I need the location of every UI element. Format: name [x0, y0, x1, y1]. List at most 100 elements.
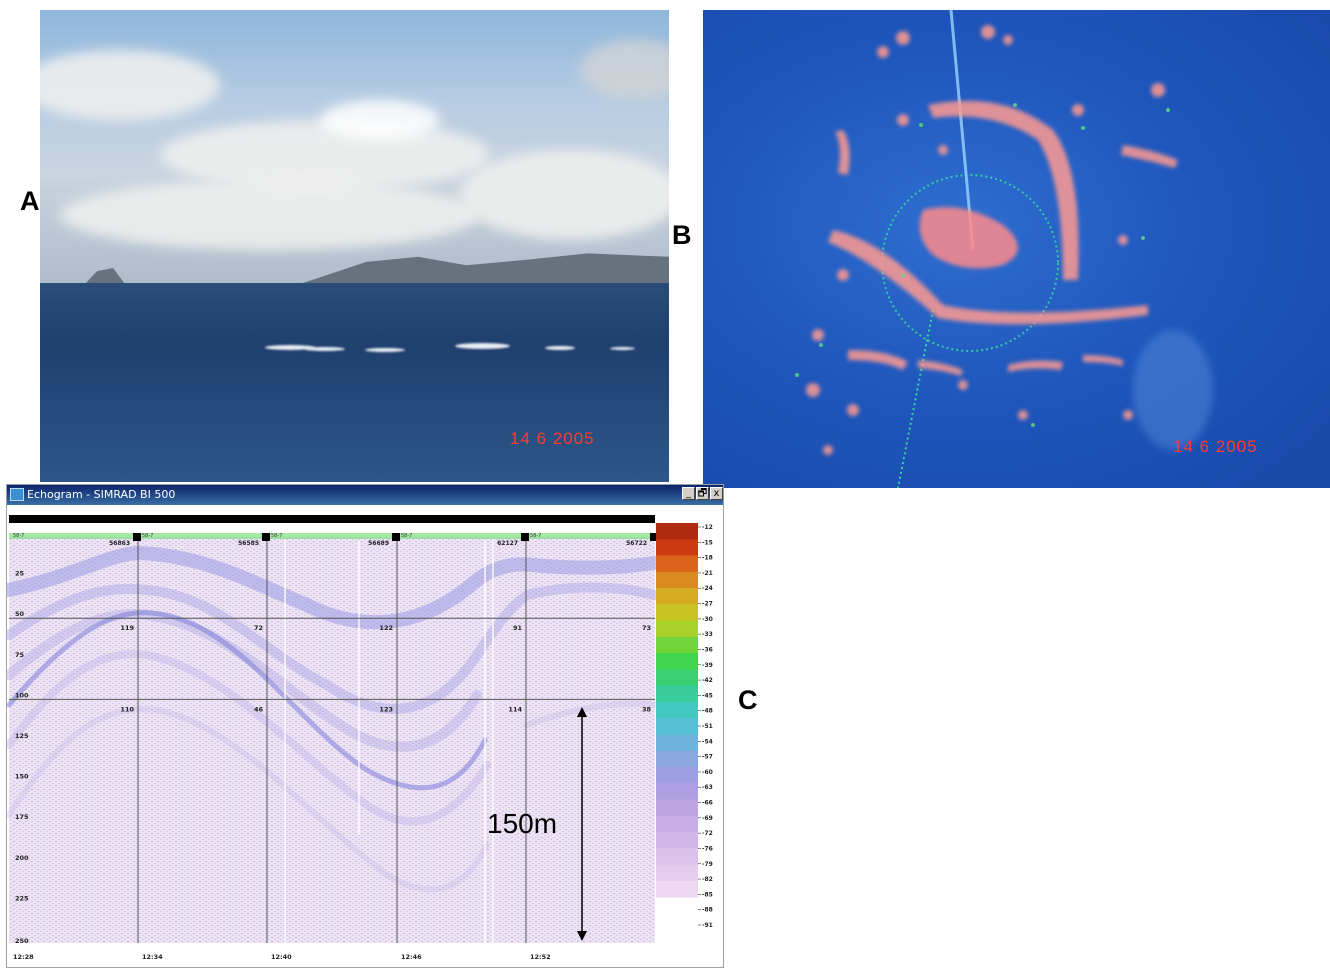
cell-value: 114: [508, 705, 522, 713]
surface-band: [9, 533, 655, 539]
ping-number: 62127: [497, 540, 518, 547]
whitecap: [305, 347, 345, 351]
cell-value: 38: [642, 705, 652, 713]
window-titlebar[interactable]: Echogram - SIMRAD BI 500 _ 🗗 x: [7, 485, 723, 505]
color-scale-label: -21: [702, 570, 713, 577]
color-scale-label: -57: [702, 754, 713, 761]
ping-prefix: 58-7: [401, 533, 412, 539]
color-scale-swatch: [656, 653, 698, 670]
sea-surface-photo: 14 6 2005: [40, 10, 669, 482]
color-scale-label: -69: [702, 815, 713, 822]
color-scale-label: -27: [702, 601, 713, 608]
grid-lines: [9, 537, 655, 943]
panel-label-c: C: [738, 685, 758, 715]
depth-tick-label: 75: [15, 651, 25, 659]
color-scale-label: -45: [702, 692, 713, 699]
cell-value: 110: [120, 705, 134, 713]
color-scale-label: -42: [702, 677, 713, 684]
arrow-head-down: [577, 931, 587, 941]
cell-value: 123: [379, 705, 393, 713]
color-scale-swatch: [656, 734, 698, 752]
echogram-window: Echogram - SIMRAD BI 500 _ 🗗 x: [6, 484, 724, 968]
close-button[interactable]: x: [710, 487, 723, 500]
color-scale-label: -51: [702, 723, 713, 730]
restore-button[interactable]: 🗗: [696, 487, 709, 500]
whitecap: [610, 347, 635, 350]
minimize-button[interactable]: _: [682, 487, 695, 500]
cell-value: 72: [254, 624, 263, 632]
color-scale-swatch: [656, 783, 698, 801]
color-scale-swatch: [656, 766, 698, 784]
color-scale-swatch: [656, 636, 698, 654]
panel-label-b: B: [672, 220, 692, 250]
ping-number: 56689: [368, 540, 389, 547]
color-scale-swatch: [656, 718, 698, 735]
ping-number: 56585: [238, 540, 259, 547]
color-scale-label: -88: [702, 907, 713, 914]
window-title: Echogram - SIMRAD BI 500: [27, 488, 176, 501]
color-scale-label: -60: [702, 769, 713, 776]
cloud: [160, 120, 490, 190]
color-scale-label: -66: [702, 800, 713, 807]
green-echoes: [795, 103, 1170, 427]
color-scale-swatch: [656, 864, 698, 882]
cloud: [40, 50, 220, 120]
color-scale-label: -36: [702, 646, 713, 653]
color-scale-label: -54: [702, 738, 713, 745]
depth-tick-label: 25: [15, 570, 25, 578]
whitecap: [365, 348, 405, 352]
screen-reflection: [1133, 330, 1213, 450]
color-scale-swatch: [656, 669, 698, 687]
color-scale-swatch: [656, 815, 698, 833]
depth-tick-label: 200: [15, 854, 29, 862]
color-scale-swatch: [656, 831, 698, 849]
time-tick-label: 12:40: [271, 953, 292, 961]
depth-tick-label: 225: [15, 894, 29, 902]
cell-value: 73: [642, 624, 651, 632]
color-scale-label: -48: [702, 708, 713, 715]
color-scale-label: -12: [702, 524, 713, 531]
noise-streaks: [284, 540, 494, 943]
ping-marker: [262, 533, 270, 541]
depth-arrow: [577, 707, 587, 941]
whitecap: [265, 345, 315, 350]
ping-prefix: 58-7: [530, 533, 541, 539]
ping-prefix: 58-7: [271, 533, 282, 539]
cloud: [320, 100, 440, 140]
color-scale-swatch: [656, 539, 698, 557]
depth-axis: 25 50 75 100 125 150 175 200 225 250: [15, 570, 29, 945]
time-tick-label: 12:28: [13, 953, 34, 961]
ping-markers: 56863 58-7 56585 58-7 56689 58-7 62127 58-7 5672…: [13, 533, 658, 547]
color-scale-label: -85: [702, 891, 713, 898]
bearing-line: [897, 309, 934, 488]
color-scale-label: -79: [702, 861, 713, 868]
depth-tick-label: 125: [15, 732, 29, 740]
date-stamp: 14 6 2005: [1173, 437, 1258, 456]
color-scale-label: -39: [702, 662, 713, 669]
ping-marker: [650, 533, 658, 541]
color-scale-swatch: [656, 604, 698, 622]
depth-annotation: 150m: [487, 808, 557, 839]
ping-marker: [392, 533, 400, 541]
color-scale-swatch: [656, 848, 698, 866]
cell-value: 119: [120, 624, 134, 632]
depth-tick-label: 150: [15, 773, 29, 781]
ping-prefix: 58-7: [142, 533, 153, 539]
whitecap: [455, 343, 510, 349]
color-scale-label: -15: [702, 539, 713, 546]
color-scale-swatch: [656, 880, 698, 898]
cloud: [580, 40, 669, 100]
sea: [40, 283, 669, 482]
echogram-plot: 56863 58-7 56585 58-7 56689 58-7 62127 58-7 5672…: [7, 523, 713, 961]
ping-marker: [521, 533, 529, 541]
cell-value: 46: [254, 705, 264, 713]
color-scale-swatch: [656, 685, 698, 703]
color-scale-swatch: [656, 571, 698, 589]
cloud: [460, 150, 669, 240]
color-scale-swatch: [656, 701, 698, 719]
color-scale-label: -72: [702, 830, 713, 837]
fish-echoes: [806, 25, 1178, 455]
fish-school-center: [919, 207, 1018, 269]
time-axis: 12:28 12:34 12:40 12:46 12:52: [13, 953, 551, 961]
color-scale-swatch: [656, 620, 698, 638]
